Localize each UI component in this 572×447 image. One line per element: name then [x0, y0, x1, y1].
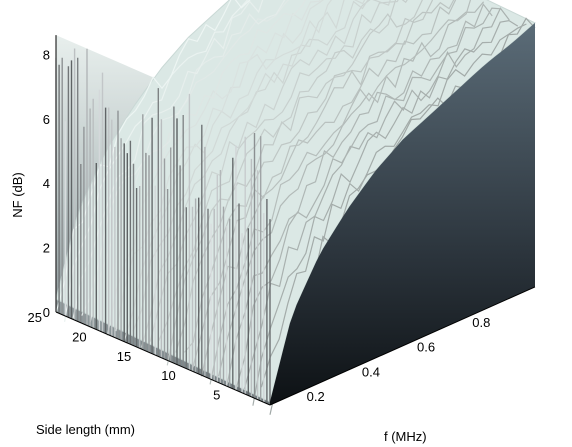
- surface-ridges: [55, 0, 536, 415]
- side-length-tick-group: 5 10 15 20 25: [28, 310, 221, 403]
- frequency-axis-label: f (MHz): [384, 429, 427, 444]
- z-tick-group: 0 2 4 6 8: [43, 47, 50, 320]
- z-tick-label: 4: [43, 176, 50, 191]
- z-tick-label: 2: [43, 241, 50, 256]
- frequency-axis: 0.2 0.4 0.6 0.8 f (MHz): [269, 286, 536, 444]
- frequency-tick-group: 0.2 0.4 0.6 0.8: [307, 315, 491, 404]
- surface-ridge-line: [141, 0, 369, 348]
- surface-group: [55, 0, 536, 415]
- side-length-axis-label: Side length (mm): [36, 422, 135, 437]
- surface-ridge-line: [260, 23, 527, 388]
- surface-ridge-line: [158, 0, 399, 341]
- side-length-axis-line: [55, 311, 271, 406]
- surface-ridge-line: [243, 7, 510, 390]
- surface-ridge-line: [123, 0, 333, 341]
- surface-ridge-line: [218, 1, 485, 377]
- side-length-tick-label: 10: [161, 368, 175, 383]
- frequency-tick-label: 0.4: [362, 364, 380, 379]
- surface-ridge-line: [192, 0, 455, 368]
- frequency-tick-label: 0.8: [472, 315, 490, 330]
- surface-wall-stripes: [55, 48, 271, 405]
- z-tick-label: 8: [43, 47, 50, 62]
- z-tick-label: 0: [43, 305, 50, 320]
- frequency-tick-label: 0.6: [417, 340, 435, 355]
- surface-front-face: [270, 22, 535, 406]
- side-length-tick-label: 20: [72, 329, 86, 344]
- side-length-tick-label: 15: [117, 349, 131, 364]
- surface-ridge-line: [89, 0, 290, 323]
- surface-ridge-line: [149, 0, 391, 342]
- side-length-tick-label: 25: [28, 310, 42, 325]
- surface-ridge-line: [183, 0, 434, 353]
- z-axis-label: NF (dB): [10, 172, 25, 218]
- surface-ridge-line: [55, 0, 251, 314]
- frequency-tick-label: 0.2: [307, 389, 325, 404]
- surface-ridge-line: [226, 3, 493, 385]
- surface-ridge-line: [235, 7, 501, 391]
- surface-ridge-line: [252, 19, 519, 406]
- surface-ridge-line: [166, 0, 408, 366]
- side-length-axis: 5 10 15 20 25 Side length (mm): [28, 310, 271, 437]
- surface-ridge-line: [81, 0, 286, 317]
- side-length-tick-label: 5: [213, 388, 220, 403]
- z-axis: 0 2 4 6 8 NF (dB): [10, 35, 57, 320]
- z-tick-label: 6: [43, 112, 50, 127]
- frequency-axis-line: [269, 286, 536, 406]
